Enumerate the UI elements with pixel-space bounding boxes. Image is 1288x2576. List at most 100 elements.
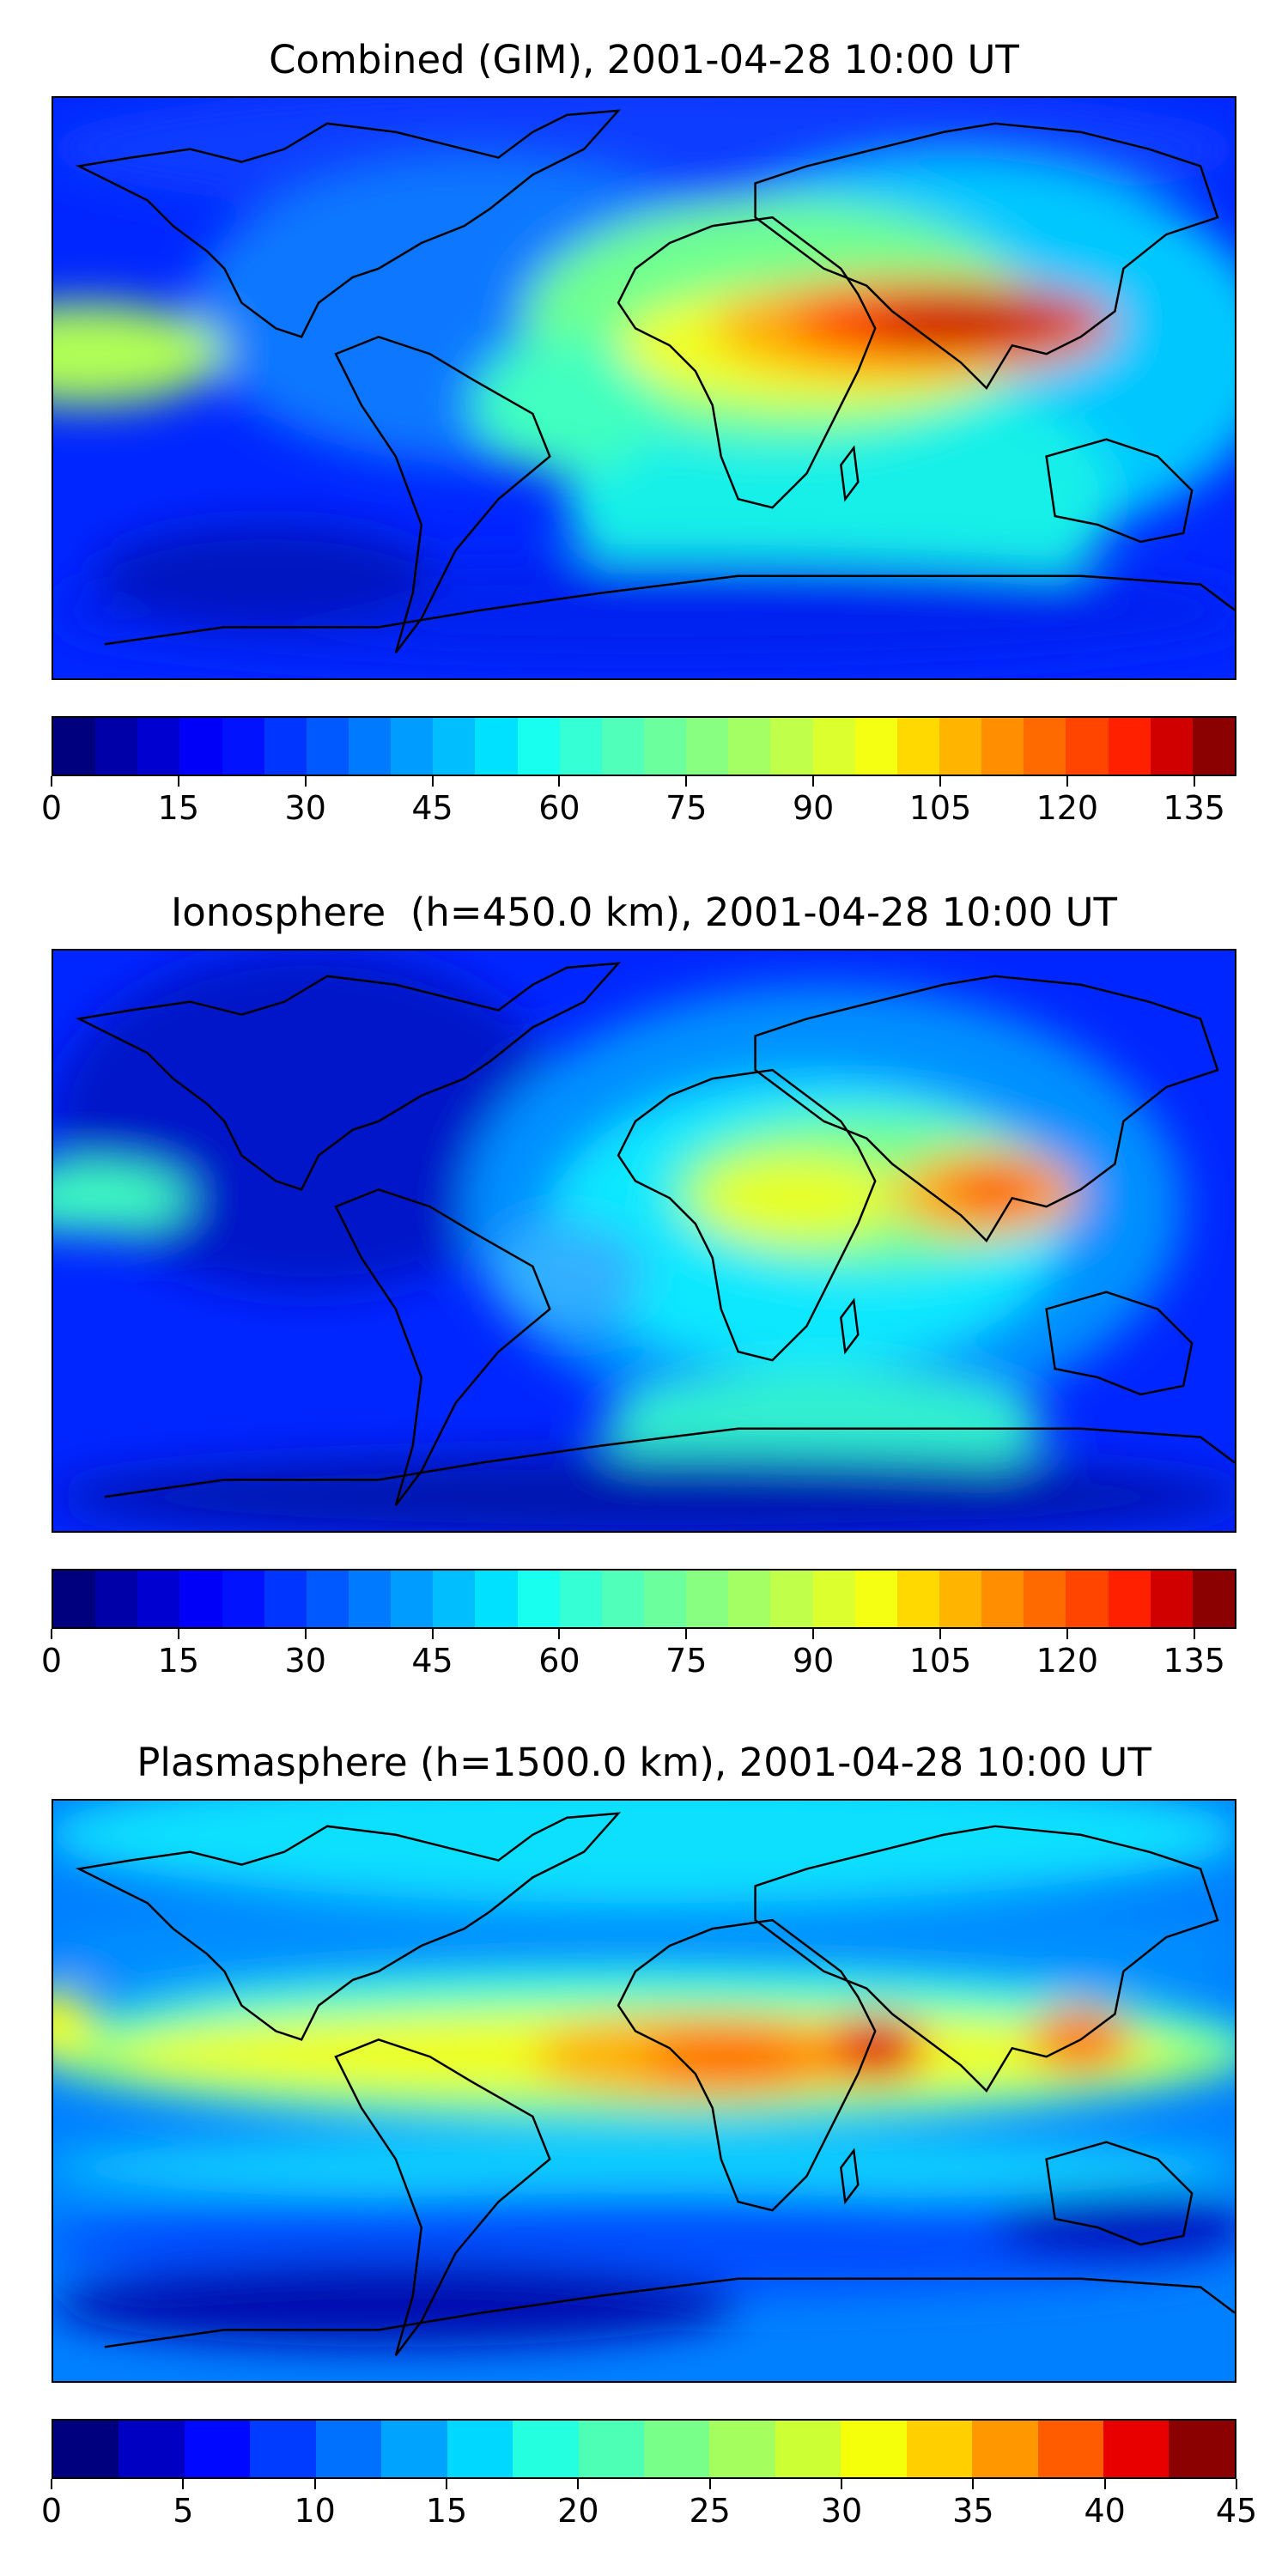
tick-label: 135: [1163, 789, 1225, 827]
colorbar-segment: [854, 718, 897, 775]
colorbar-segment: [264, 1571, 307, 1627]
colorbar-segment: [53, 2421, 119, 2477]
tick-mark: [304, 1629, 307, 1639]
colorbar-segment: [728, 718, 771, 775]
colorbar-segment: [315, 2421, 382, 2477]
colorbar-segment: [1192, 1571, 1235, 1627]
colorbar-segment: [906, 2421, 973, 2477]
tick-mark: [177, 1629, 179, 1639]
tick-mark: [51, 776, 52, 787]
colorbar-segment: [981, 718, 1024, 775]
tick-mark: [558, 776, 561, 787]
colorbar-segment: [1024, 718, 1066, 775]
colorbar-segment: [306, 718, 349, 775]
tick-mark: [939, 776, 941, 787]
colorbar-segment: [348, 718, 392, 775]
tick-mark: [708, 2479, 711, 2489]
colorbar-segment: [854, 1571, 897, 1627]
tick-mark: [1193, 776, 1195, 787]
tick-label: 35: [952, 2492, 994, 2530]
colorbar-segment: [1108, 718, 1151, 775]
colorbar-segment: [517, 1571, 560, 1627]
tec-map-combined: [53, 98, 1235, 678]
colorbar-segment: [1150, 1571, 1193, 1627]
colorbar-strip: [53, 718, 1235, 775]
colorbar-segment: [118, 2421, 185, 2477]
tick-label: 0: [40, 789, 63, 827]
colorbar-segment: [381, 2421, 447, 2477]
colorbar-segment: [475, 718, 518, 775]
colorbar-segment: [559, 718, 602, 775]
tick-label: 105: [908, 1642, 972, 1680]
colorbar-segment: [391, 1571, 434, 1627]
colorbar-segment: [95, 718, 138, 775]
tick-label: 0: [40, 2492, 63, 2530]
tick-mark: [1103, 2479, 1106, 2489]
tick-label: 90: [792, 789, 835, 827]
colorbar-segment: [264, 718, 307, 775]
colorbar-strip: [53, 2421, 1235, 2477]
tick-label: 120: [1036, 789, 1099, 827]
colorbar-segment: [1150, 718, 1193, 775]
colorbar-segment: [775, 2421, 841, 2477]
tick-mark: [685, 1629, 688, 1639]
tick-mark: [313, 2479, 316, 2489]
colorbar-segment: [643, 2421, 710, 2477]
tick-mark: [812, 1629, 815, 1639]
tick-label: 45: [1215, 2492, 1258, 2530]
colorbar-ticks-plasmasphere: 0 5 10 15 20 25 30 35 40 45: [41, 2479, 1257, 2530]
tick-mark: [939, 1629, 941, 1639]
tick-mark: [1066, 776, 1068, 787]
tick-label: 60: [538, 1642, 580, 1680]
tick-label: 15: [157, 789, 200, 827]
tick-label: 30: [284, 1642, 326, 1680]
tec-map-plasmasphere: [53, 1801, 1235, 2381]
colorbar-segment: [250, 2421, 316, 2477]
colorbar-segment: [601, 1571, 644, 1627]
tick-label: 25: [689, 2492, 731, 2530]
colorbar-segment: [391, 718, 434, 775]
tick-mark: [51, 2479, 52, 2489]
tick-mark: [182, 2479, 185, 2489]
colorbar-segment: [981, 1571, 1024, 1627]
tick-mark: [304, 776, 307, 787]
tick-mark: [972, 2479, 975, 2489]
colorbar-segment: [447, 2421, 513, 2477]
map-ionosphere: [52, 949, 1236, 1533]
tec-map-ionosphere: [53, 951, 1235, 1531]
colorbar-segment: [306, 1571, 349, 1627]
colorbar-segment: [179, 718, 222, 775]
tick-label: 15: [157, 1642, 200, 1680]
colorbar-strip: [53, 1571, 1235, 1627]
tick-mark: [577, 2479, 580, 2489]
tick-label: 5: [173, 2492, 194, 2530]
tick-label: 105: [908, 789, 972, 827]
colorbar-ticks-ionosphere: 0 15 30 45 60 75 90 105 120 135: [41, 1629, 1236, 1680]
colorbar-segment: [896, 1571, 939, 1627]
tick-label: 135: [1163, 1642, 1225, 1680]
colorbar-segment: [559, 1571, 602, 1627]
colorbar-segment: [1066, 718, 1109, 775]
colorbar-segment: [433, 718, 476, 775]
tick-mark: [685, 776, 688, 787]
colorbar-segment: [137, 718, 180, 775]
colorbar-segment: [939, 1571, 982, 1627]
colorbar-segment: [184, 2421, 251, 2477]
colorbar-segment: [972, 2421, 1038, 2477]
colorbar-segment: [137, 1571, 180, 1627]
tick-mark: [446, 2479, 447, 2489]
tick-label: 10: [294, 2492, 336, 2530]
colorbar-segment: [53, 718, 96, 775]
map-combined: [52, 96, 1236, 680]
colorbar-segment: [643, 1571, 687, 1627]
tick-label: 20: [557, 2492, 599, 2530]
colorbar-segment: [222, 718, 264, 775]
colorbar-segment: [939, 718, 982, 775]
colorbar-segment: [1108, 1571, 1151, 1627]
tick-label: 30: [284, 789, 326, 827]
tick-mark: [1193, 1629, 1195, 1639]
colorbar-segment: [222, 1571, 264, 1627]
tick-mark: [558, 1629, 561, 1639]
tick-mark: [1236, 2479, 1237, 2489]
colorbar-segment: [1037, 2421, 1103, 2477]
